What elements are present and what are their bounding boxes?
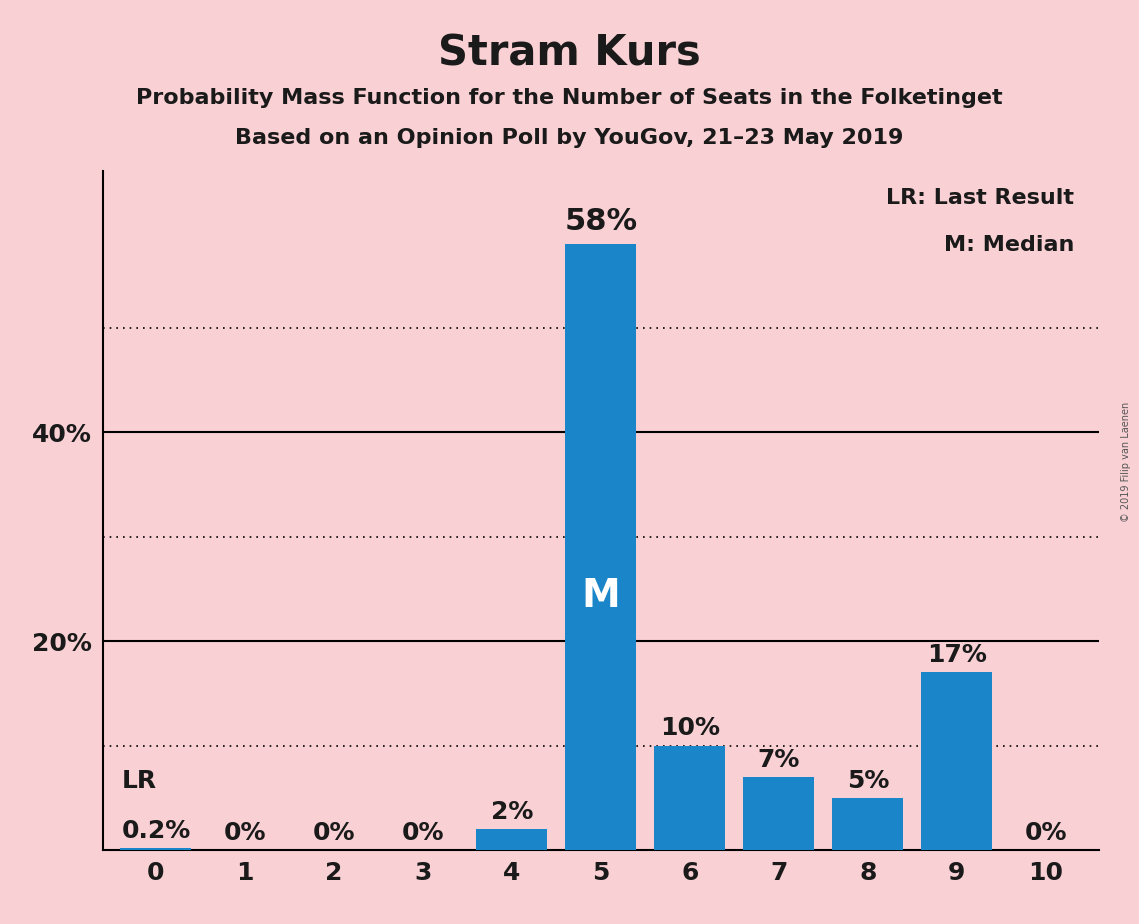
Text: Probability Mass Function for the Number of Seats in the Folketinget: Probability Mass Function for the Number… bbox=[137, 88, 1002, 108]
Text: 0%: 0% bbox=[402, 821, 444, 845]
Text: M: Median: M: Median bbox=[944, 236, 1074, 255]
Text: 10%: 10% bbox=[659, 716, 720, 740]
Text: 7%: 7% bbox=[757, 748, 800, 772]
Text: 0%: 0% bbox=[223, 821, 267, 845]
Bar bbox=[921, 673, 992, 850]
Bar bbox=[654, 746, 726, 850]
Text: Based on an Opinion Poll by YouGov, 21–23 May 2019: Based on an Opinion Poll by YouGov, 21–2… bbox=[236, 128, 903, 148]
Bar bbox=[565, 244, 637, 850]
Text: 17%: 17% bbox=[927, 643, 986, 667]
Text: Stram Kurs: Stram Kurs bbox=[439, 32, 700, 74]
Bar bbox=[833, 797, 903, 850]
Bar bbox=[743, 777, 814, 850]
Bar bbox=[476, 829, 548, 850]
Text: 58%: 58% bbox=[564, 207, 638, 236]
Text: © 2019 Filip van Laenen: © 2019 Filip van Laenen bbox=[1121, 402, 1131, 522]
Bar bbox=[121, 848, 191, 850]
Text: 0.2%: 0.2% bbox=[121, 819, 190, 843]
Text: 0%: 0% bbox=[312, 821, 355, 845]
Text: 5%: 5% bbox=[846, 769, 888, 793]
Text: LR: Last Result: LR: Last Result bbox=[886, 188, 1074, 208]
Text: LR: LR bbox=[122, 769, 157, 793]
Text: 0%: 0% bbox=[1024, 821, 1067, 845]
Text: 2%: 2% bbox=[491, 800, 533, 824]
Text: M: M bbox=[581, 577, 621, 614]
